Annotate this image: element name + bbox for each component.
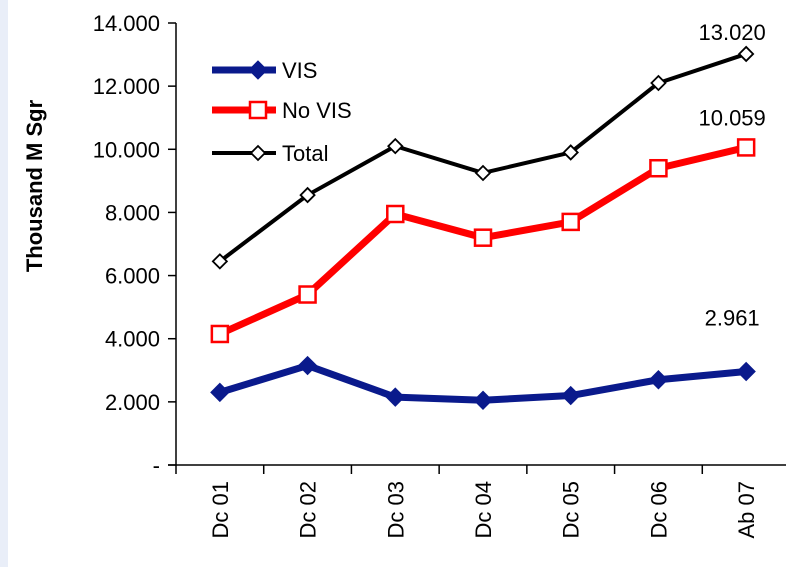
y-tick-label: 2.000 [105,390,160,415]
data-point-no-vis [386,204,405,224]
y-tick-label: 8.000 [105,200,160,225]
legend-label: No VIS [282,98,352,123]
y-tick-label: 6.000 [105,264,160,289]
legend-swatch-marker [248,60,268,80]
data-point-total [737,45,755,63]
legend-swatch-marker [248,100,268,120]
x-tick-label: Dc 01 [208,481,233,538]
data-point-total [211,253,229,270]
legend-item-total: Total [212,141,328,166]
data-point-vis [561,385,581,406]
legend-item-no-vis: No VIS [212,98,352,123]
x-tick-label: Dc 04 [471,481,496,538]
data-labels: 13.020 10.059 2.961 [698,20,765,331]
x-tick-label: Dc 05 [559,481,584,538]
y-tick-label: 12.000 [93,74,160,99]
data-point-no-vis [736,138,756,157]
data-point-total [299,186,316,204]
data-point-vis [210,382,230,403]
data-point-total [474,164,492,182]
data-point-no-vis [298,285,317,304]
data-point-total [562,144,579,161]
x-tick-label: Dc 03 [383,481,408,538]
data-point-no-vis [473,228,493,247]
legend-swatch-marker [249,144,267,162]
data-point-no-vis [210,324,230,344]
data-label-total: 13.020 [698,20,765,45]
legend-item-vis: VIS [212,58,317,83]
data-point-vis [648,370,669,390]
series-vis [210,355,756,410]
series-layer [210,45,756,410]
legend-label: VIS [282,58,317,83]
y-tick-label: 4.000 [105,327,160,352]
data-point-no-vis [561,212,580,232]
data-point-vis [385,387,405,407]
data-point-vis [297,355,318,376]
y-tick-label: - [153,453,160,478]
y-tick-label: 14.000 [93,11,160,36]
series-total [211,45,755,270]
data-point-no-vis [649,158,668,178]
axes: - 2.000 4.000 6.000 8.000 10.000 12.000 14.000 D… [93,11,786,539]
x-tick-label: Dc 02 [296,481,321,538]
data-label-vis: 2.961 [705,306,760,331]
x-tick-label: Dc 06 [646,481,671,538]
data-point-vis [736,361,756,382]
legend-label: Total [282,141,328,166]
data-label-no-vis: 10.059 [698,105,765,130]
data-point-total [650,74,667,92]
x-tick-label: Ab 07 [734,481,759,539]
series-no-vis [210,138,756,344]
left-border-strip [0,0,8,567]
legend: VIS No VIS Total [212,58,352,166]
y-axis-label: Thousand M Sgr [22,99,47,272]
data-point-total [387,137,404,155]
data-point-vis [473,390,493,410]
y-tick-label: 10.000 [93,137,160,162]
